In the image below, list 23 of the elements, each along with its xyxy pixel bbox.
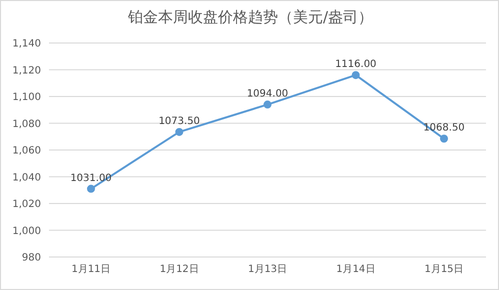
y-tick-label: 1,100 bbox=[12, 92, 41, 104]
y-tick-label: 980 bbox=[22, 252, 41, 264]
point bbox=[352, 71, 360, 80]
x-tick-label: 1月13日 bbox=[248, 264, 288, 276]
data-label: 1094.00 bbox=[246, 88, 288, 100]
y-tick-label: 1,060 bbox=[12, 146, 41, 157]
y-tick-label: 1,020 bbox=[12, 199, 41, 210]
data-label: 1116.00 bbox=[335, 59, 376, 70]
y-tick-label: 1,120 bbox=[12, 65, 41, 76]
point bbox=[87, 184, 95, 193]
y-tick-label: 1,040 bbox=[12, 172, 41, 184]
y-tick-label: 1,080 bbox=[12, 118, 41, 130]
x-tick-label: 1月14日 bbox=[336, 264, 376, 276]
point bbox=[175, 128, 184, 136]
x-tick-label: 1月11日 bbox=[71, 264, 111, 276]
y-tick-label: 1,000 bbox=[12, 226, 41, 237]
point bbox=[440, 134, 448, 143]
x-tick-label: 1月15日 bbox=[424, 264, 464, 276]
x-tick-label: 1月12日 bbox=[160, 264, 199, 276]
point bbox=[264, 100, 272, 109]
chart-title: 铂金本周收盘价格趋势（美元/盎司） bbox=[126, 8, 374, 27]
data-label: 1073.50 bbox=[158, 116, 200, 127]
y-tick-label: 1,140 bbox=[12, 38, 41, 50]
